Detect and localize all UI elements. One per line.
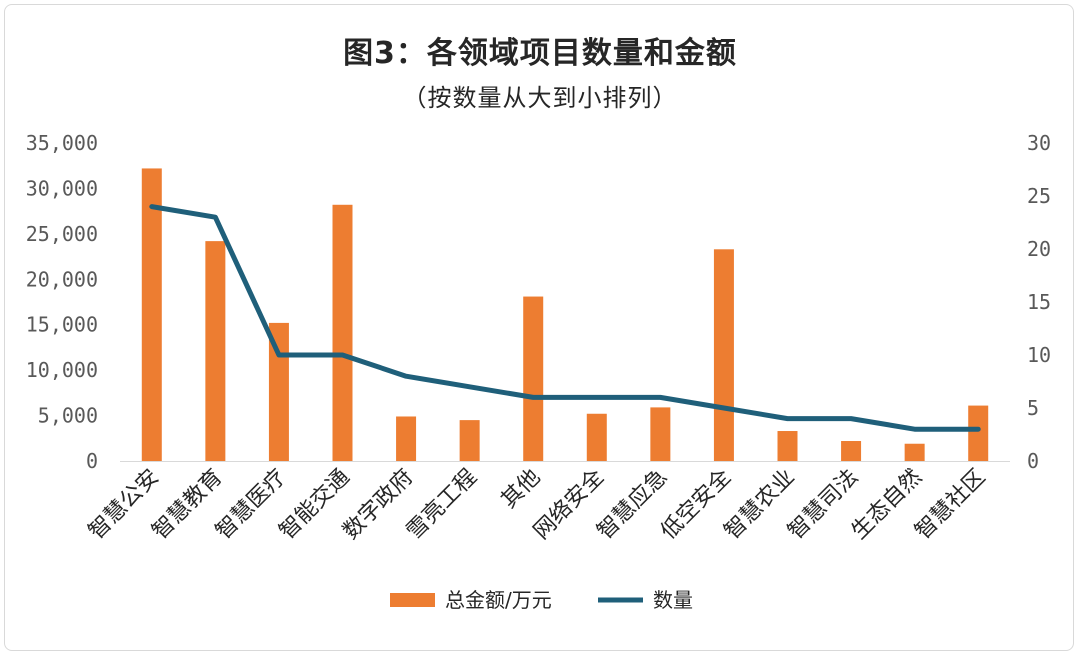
count-line-series — [149, 204, 981, 432]
left-tick-label: 20,000 — [26, 267, 98, 291]
left-tick-label: 0 — [86, 449, 98, 473]
right-tick-label: 25 — [1027, 184, 1051, 208]
amount-bar — [968, 405, 989, 461]
amount-bar — [841, 441, 862, 461]
left-tick-label: 10,000 — [26, 358, 98, 382]
left-axis-ticks: 0 5,000 10,000 15,000 20,000 25,000 30,000 35,0… — [26, 131, 98, 473]
chart-title: 图3：各领域项目数量和金额 — [343, 36, 737, 71]
amount-bar — [141, 168, 162, 461]
legend-bar-swatch — [390, 593, 435, 607]
left-tick-label: 30,000 — [26, 176, 98, 200]
right-tick-label: 10 — [1027, 343, 1051, 367]
right-tick-label: 0 — [1027, 449, 1039, 473]
legend-count-label: 数量 — [653, 588, 693, 612]
legend: 总金额/万元 数量 — [390, 588, 693, 612]
left-tick-label: 15,000 — [26, 313, 98, 337]
amount-bar — [713, 249, 734, 461]
right-tick-label: 15 — [1027, 290, 1051, 314]
right-axis-ticks: 0 5 10 15 20 25 30 — [1027, 131, 1051, 473]
right-tick-label: 5 — [1027, 396, 1039, 420]
left-tick-label: 35,000 — [26, 131, 98, 155]
legend-amount-label: 总金额/万元 — [445, 588, 552, 612]
category-label: 雪亮工程 — [402, 465, 482, 545]
amount-bar — [650, 407, 671, 461]
count-line — [149, 204, 981, 432]
amount-bar — [205, 241, 226, 461]
amount-bar — [459, 420, 480, 461]
amount-bar — [777, 431, 798, 461]
amount-bar — [586, 413, 607, 461]
amount-bars — [141, 168, 989, 462]
left-tick-label: 25,000 — [26, 222, 98, 246]
amount-bar — [904, 443, 925, 461]
right-tick-label: 30 — [1027, 131, 1051, 155]
chart-subtitle: （按数量从大到小排列） — [402, 84, 678, 112]
left-tick-label: 5,000 — [38, 404, 98, 428]
category-label: 智慧社区 — [911, 465, 991, 545]
amount-bar — [523, 296, 544, 461]
category-label: 其他 — [497, 465, 546, 514]
amount-bar — [396, 416, 417, 461]
amount-bar — [332, 204, 353, 462]
right-tick-label: 20 — [1027, 237, 1051, 261]
